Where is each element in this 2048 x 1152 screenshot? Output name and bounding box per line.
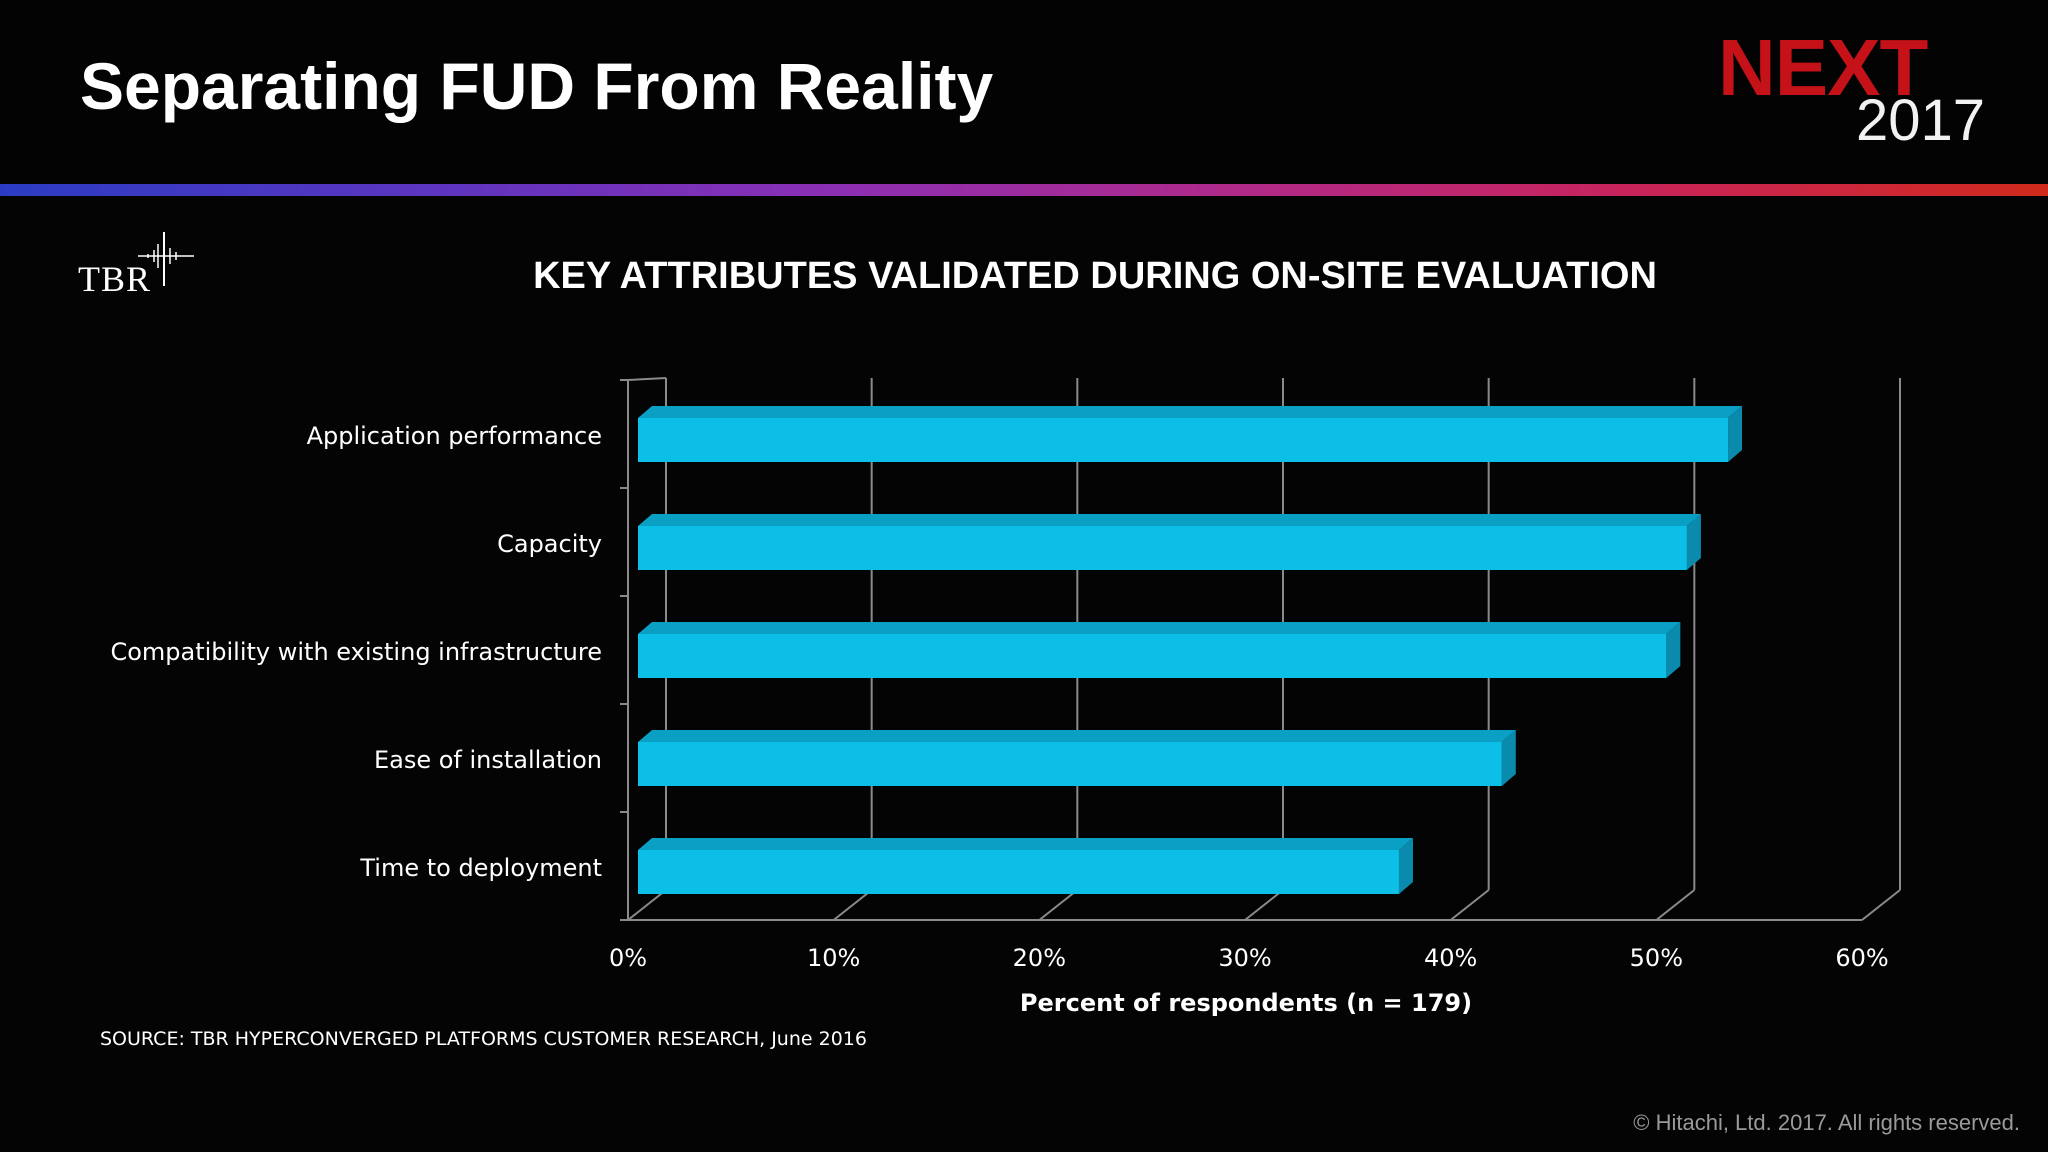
bar-side-face [1728, 406, 1743, 462]
chart-labels: 0% 10% 20% 30% 40% 50% 60% Application performa… [110, 422, 1888, 972]
category-label: Application performance [307, 422, 602, 450]
bar-top-face [638, 406, 1743, 418]
category-label: Ease of installation [374, 746, 602, 774]
chart-title: KEY ATTRIBUTES VALIDATED DURING ON-SITE … [533, 255, 1657, 297]
gridline-floor [627, 889, 667, 921]
tbr-logo: TBR [78, 228, 208, 299]
bar-top-face [638, 622, 1681, 634]
copyright-text: © Hitachi, Ltd. 2017. All rights reserve… [1633, 1110, 2020, 1135]
gridline-floor [1655, 889, 1695, 921]
gridline-floor [1244, 889, 1284, 921]
chart-axes [620, 377, 1862, 921]
x-tick-label: 10% [807, 944, 860, 972]
gridline-floor [1861, 889, 1901, 921]
bar-side-face [1501, 730, 1516, 786]
bar [638, 526, 1687, 570]
next-logo-text: NEXT [1718, 23, 1928, 112]
bar-top-face [638, 514, 1701, 526]
x-tick-label: 50% [1630, 944, 1683, 972]
tbr-logo-text: TBR [78, 259, 152, 299]
x-tick-label: 0% [609, 944, 647, 972]
gridline-floor [1450, 889, 1490, 921]
category-label: Capacity [497, 530, 602, 558]
bar [638, 850, 1399, 894]
bar-side-face [1686, 514, 1701, 570]
x-tick-label: 60% [1835, 944, 1888, 972]
bar-side-face [1398, 838, 1413, 894]
page-title: Separating FUD From Reality [80, 49, 994, 123]
category-label: Compatibility with existing infrastructu… [110, 638, 602, 666]
tbr-logo-mark-icon [138, 232, 194, 286]
chart-bars [638, 406, 1743, 894]
x-tick-label: 20% [1013, 944, 1066, 972]
source-note: SOURCE: TBR HYPERCONVERGED PLATFORMS CUS… [100, 1028, 867, 1050]
category-label: Time to deployment [359, 854, 602, 882]
bar [638, 742, 1502, 786]
x-axis-title: Percent of respondents (n = 179) [1020, 989, 1472, 1017]
x-tick-label: 30% [1218, 944, 1271, 972]
gridline-floor [1038, 889, 1078, 921]
bar [638, 634, 1667, 678]
bar-top-face [638, 838, 1413, 850]
x-tick-label: 40% [1424, 944, 1477, 972]
bar-side-face [1666, 622, 1681, 678]
bar [638, 418, 1729, 462]
next-logo-year: 2017 [1856, 88, 1986, 153]
header-band [0, 0, 2048, 184]
gridline-floor [833, 889, 873, 921]
bar-top-face [638, 730, 1516, 742]
gradient-divider [0, 184, 2048, 196]
y-axis-top-edge [627, 377, 667, 381]
chart-grid [627, 378, 1901, 921]
